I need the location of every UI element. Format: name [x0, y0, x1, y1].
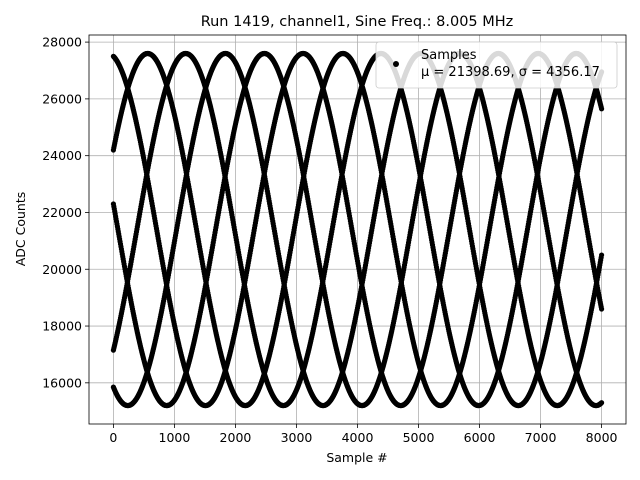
data-point [598, 306, 605, 312]
data-point [598, 400, 605, 406]
data-point [598, 106, 605, 112]
data-point [598, 252, 605, 258]
